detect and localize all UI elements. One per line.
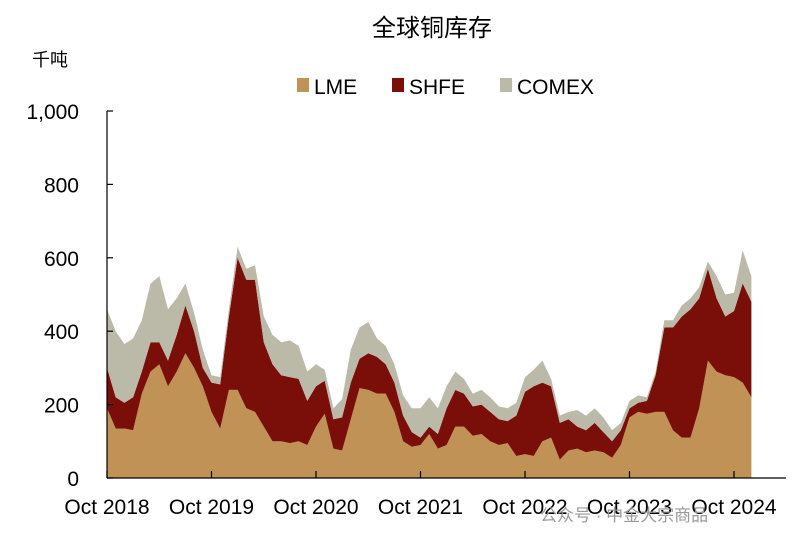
x-tick-label: Oct 2020 <box>273 496 358 519</box>
y-tick-label: 400 <box>44 321 79 344</box>
y-tick-label: 200 <box>44 395 79 418</box>
y-axis-unit-label: 千吨 <box>32 50 68 70</box>
y-tick-label: 600 <box>44 248 79 271</box>
area-shfe <box>107 257 752 460</box>
y-tick-label: 1,000 <box>26 101 79 124</box>
x-tick-label: Oct 2021 <box>378 496 463 519</box>
area-comex <box>107 246 752 442</box>
legend-label: SHFE <box>409 76 465 99</box>
axes: 0 200 400 600 800 1,000 Oct 2018 Oct 2019 Oct 20… <box>26 101 786 519</box>
x-tick-label: Oct 2023 <box>587 496 672 519</box>
legend-item-lme: LME <box>297 76 357 99</box>
x-tick-label: Oct 2024 <box>691 496 777 519</box>
x-tick-label: Oct 2018 <box>64 496 149 519</box>
legend-label: COMEX <box>517 76 594 99</box>
legend-item-comex: COMEX <box>500 76 594 99</box>
y-tick-label: 0 <box>67 468 79 491</box>
chart-title: 全球铜库存 <box>372 15 492 42</box>
x-tick-label: Oct 2022 <box>482 496 567 519</box>
y-tick-label: 800 <box>44 174 79 197</box>
legend-item-shfe: SHFE <box>392 76 465 99</box>
legend-label: LME <box>314 76 357 99</box>
watermark: 公众号 · 中金大宗商品 <box>540 506 708 525</box>
legend: LME SHFE COMEX <box>297 76 594 99</box>
x-tick-label: Oct 2019 <box>169 496 254 519</box>
legend-swatch <box>392 78 404 92</box>
legend-swatch <box>297 78 309 92</box>
legend-swatch <box>500 78 512 92</box>
plot-areas <box>107 246 752 478</box>
area-lme <box>107 353 752 478</box>
